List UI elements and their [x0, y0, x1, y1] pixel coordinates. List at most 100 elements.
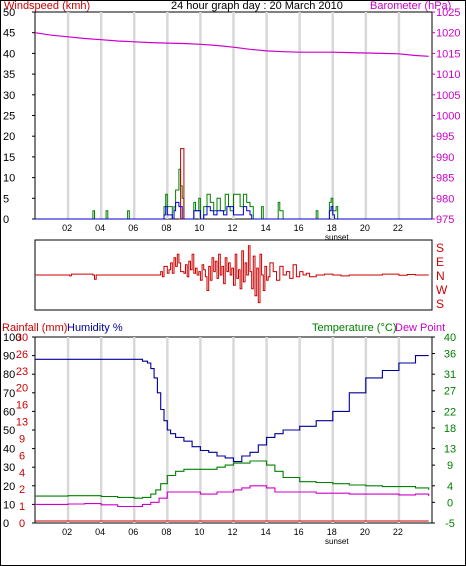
y-tick-label-temperature: -5 — [445, 518, 455, 530]
x-tick-label: 06 — [128, 527, 138, 537]
y-tick-label-temperature: 18 — [444, 423, 456, 435]
x-tick-label: 16 — [294, 527, 304, 537]
y-tick-label-left: 5 — [3, 193, 9, 205]
y-tick-label-right: 980 — [436, 193, 454, 205]
wind-barometer-panel: 0510152025303540455097598098599099510001… — [3, 0, 460, 242]
x-tick-label: 04 — [95, 527, 105, 537]
sunset-annotation: sunset — [325, 537, 349, 546]
y-tick-label-humidity: 100 — [3, 332, 21, 344]
series-barometer — [34, 32, 429, 57]
series-wind-direction — [35, 245, 429, 304]
y-tick-label-right: 1025 — [436, 7, 460, 19]
y-tick-label-temperature: 9 — [447, 460, 453, 472]
y-tick-label-rain: 16 — [16, 400, 28, 412]
y-tick-label-left: 45 — [3, 28, 15, 40]
compass-label: W — [436, 283, 448, 297]
y-tick-label-temperature: 27 — [444, 386, 456, 398]
y-tick-label-humidity: 20 — [3, 481, 15, 493]
x-tick-label: 08 — [161, 223, 171, 233]
y-tick-label-temperature: 0 — [447, 497, 453, 509]
compass-label: E — [436, 255, 444, 269]
series-average — [35, 201, 432, 220]
y-tick-label-humidity: 0 — [3, 518, 9, 530]
x-tick-label: 02 — [62, 527, 72, 537]
y-tick-label-left: 0 — [3, 214, 9, 226]
y-tick-label-rain: 30 — [16, 332, 28, 344]
x-tick-label: 18 — [327, 223, 337, 233]
y-axis-label-humidity: Humidity % — [67, 322, 123, 334]
y-tick-label-rain: 4 — [19, 467, 25, 479]
y-tick-label-rain: 6 — [19, 450, 25, 462]
x-tick-label: 18 — [327, 527, 337, 537]
y-axis-label-temperature: Temperature (°C) — [312, 322, 396, 334]
humidity-temperature-panel: 0102030405060708090100012469131620232630… — [2, 322, 456, 546]
y-tick-label-temperature: 36 — [444, 349, 456, 361]
y-tick-label-rain: 26 — [16, 349, 28, 361]
series-windspeed — [35, 168, 432, 220]
x-tick-label: 08 — [161, 527, 171, 537]
y-tick-label-rain: 20 — [16, 383, 28, 395]
compass-label: N — [436, 269, 445, 283]
x-tick-label: 20 — [360, 527, 370, 537]
y-tick-label-humidity: 90 — [3, 351, 15, 363]
y-tick-label-left: 50 — [3, 7, 15, 19]
y-tick-label-rain: 13 — [16, 417, 28, 429]
y-tick-label-temperature: 22 — [444, 406, 456, 418]
y-tick-label-humidity: 80 — [3, 369, 15, 381]
x-tick-label: 06 — [128, 223, 138, 233]
y-tick-label-right: 990 — [436, 152, 454, 164]
x-tick-label: 22 — [393, 223, 403, 233]
y-tick-label-humidity: 10 — [3, 499, 15, 511]
series-humidity — [35, 355, 429, 463]
y-tick-label-right: 985 — [436, 173, 454, 185]
y-tick-label-humidity: 40 — [3, 444, 15, 456]
y-tick-label-temperature: 4 — [447, 481, 453, 493]
y-tick-label-left: 40 — [3, 48, 15, 60]
y-tick-label-rain: 23 — [16, 366, 28, 378]
y-tick-label-temperature: 40 — [444, 332, 456, 344]
series-dew-point — [35, 485, 430, 508]
y-tick-label-left: 20 — [3, 131, 15, 143]
y-tick-label-humidity: 30 — [3, 462, 15, 474]
y-tick-label-right: 1020 — [436, 28, 460, 40]
y-tick-label-right: 1005 — [436, 90, 460, 102]
y-tick-label-rain: 0 — [19, 518, 25, 530]
y-tick-label-humidity: 50 — [3, 425, 15, 437]
y-tick-label-left: 25 — [3, 111, 15, 123]
y-tick-label-temperature: 31 — [444, 369, 456, 381]
x-tick-label: 14 — [261, 223, 271, 233]
x-tick-label: 16 — [294, 223, 304, 233]
y-tick-label-right: 1015 — [436, 48, 460, 60]
y-tick-label-right: 975 — [436, 214, 454, 226]
series-gust — [178, 148, 185, 220]
y-tick-label-humidity: 60 — [3, 406, 15, 418]
x-tick-label: 20 — [360, 223, 370, 233]
y-axis-label-left: Windspeed (kmh) — [4, 0, 90, 12]
y-tick-label-left: 10 — [3, 173, 15, 185]
chart-title: 24 hour graph day : 20 March 2010 — [171, 0, 343, 12]
x-tick-label: 04 — [95, 223, 105, 233]
sunset-annotation: sunset — [325, 233, 349, 242]
y-axis-label-right: Barometer (hPa) — [370, 0, 451, 12]
y-tick-label-rain: 2 — [19, 484, 25, 496]
y-tick-label-right: 995 — [436, 131, 454, 143]
compass-label: S — [436, 241, 444, 255]
y-tick-label-left: 35 — [3, 69, 15, 81]
x-tick-label: 02 — [62, 223, 72, 233]
y-tick-label-temperature: 13 — [444, 444, 456, 456]
series-temperature — [35, 460, 430, 499]
x-tick-label: 10 — [194, 223, 204, 233]
y-tick-label-left: 15 — [3, 152, 15, 164]
x-tick-label: 14 — [261, 527, 271, 537]
y-tick-label-rain: 1 — [19, 501, 25, 513]
y-axis-label-dewpoint: Dew Point — [395, 322, 445, 334]
y-tick-label-left: 30 — [3, 90, 15, 102]
x-tick-label: 22 — [393, 527, 403, 537]
x-tick-label: 10 — [194, 527, 204, 537]
y-tick-label-right: 1000 — [436, 111, 460, 123]
y-tick-label-humidity: 70 — [3, 388, 15, 400]
y-tick-label-rain: 9 — [19, 433, 25, 445]
x-tick-label: 12 — [228, 223, 238, 233]
